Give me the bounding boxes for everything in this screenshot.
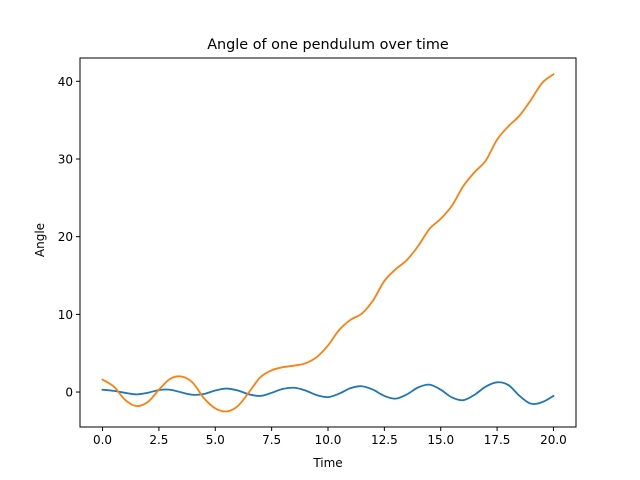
series-layer	[101, 73, 555, 413]
y-tick-label: 20	[58, 230, 73, 244]
chart-title: Angle of one pendulum over time	[207, 37, 449, 53]
x-tick-label: 0.0	[93, 433, 112, 447]
x-axis-ticks: 0.0 2.5 5.0 7.5 10.0 12.5 15.0 17.5 20.0	[93, 427, 567, 447]
x-tick-label: 7.5	[262, 433, 281, 447]
x-tick-label: 17.5	[484, 433, 511, 447]
y-axis-label: Angle	[33, 223, 47, 257]
x-tick-label: 20.0	[540, 433, 567, 447]
x-tick-label: 5.0	[206, 433, 225, 447]
y-tick-label: 40	[58, 75, 73, 89]
x-tick-label: 10.0	[315, 433, 342, 447]
y-tick-label: 30	[58, 152, 73, 166]
x-tick-label: 15.0	[427, 433, 454, 447]
x-axis-label: Time	[312, 456, 342, 470]
y-axis-ticks: 0 10 20 30 40	[58, 75, 80, 400]
y-tick-label: 0	[65, 386, 73, 400]
series-line-1	[101, 381, 555, 405]
x-tick-label: 2.5	[149, 433, 168, 447]
axes-frame	[79, 57, 577, 428]
x-tick-label: 12.5	[371, 433, 398, 447]
series-line-2	[101, 73, 555, 413]
y-tick-label: 10	[58, 308, 73, 322]
plot-area: 0.0 2.5 5.0 7.5 10.0 12.5 15.0 17.5 20.0 0 10 20 30…	[58, 57, 577, 447]
